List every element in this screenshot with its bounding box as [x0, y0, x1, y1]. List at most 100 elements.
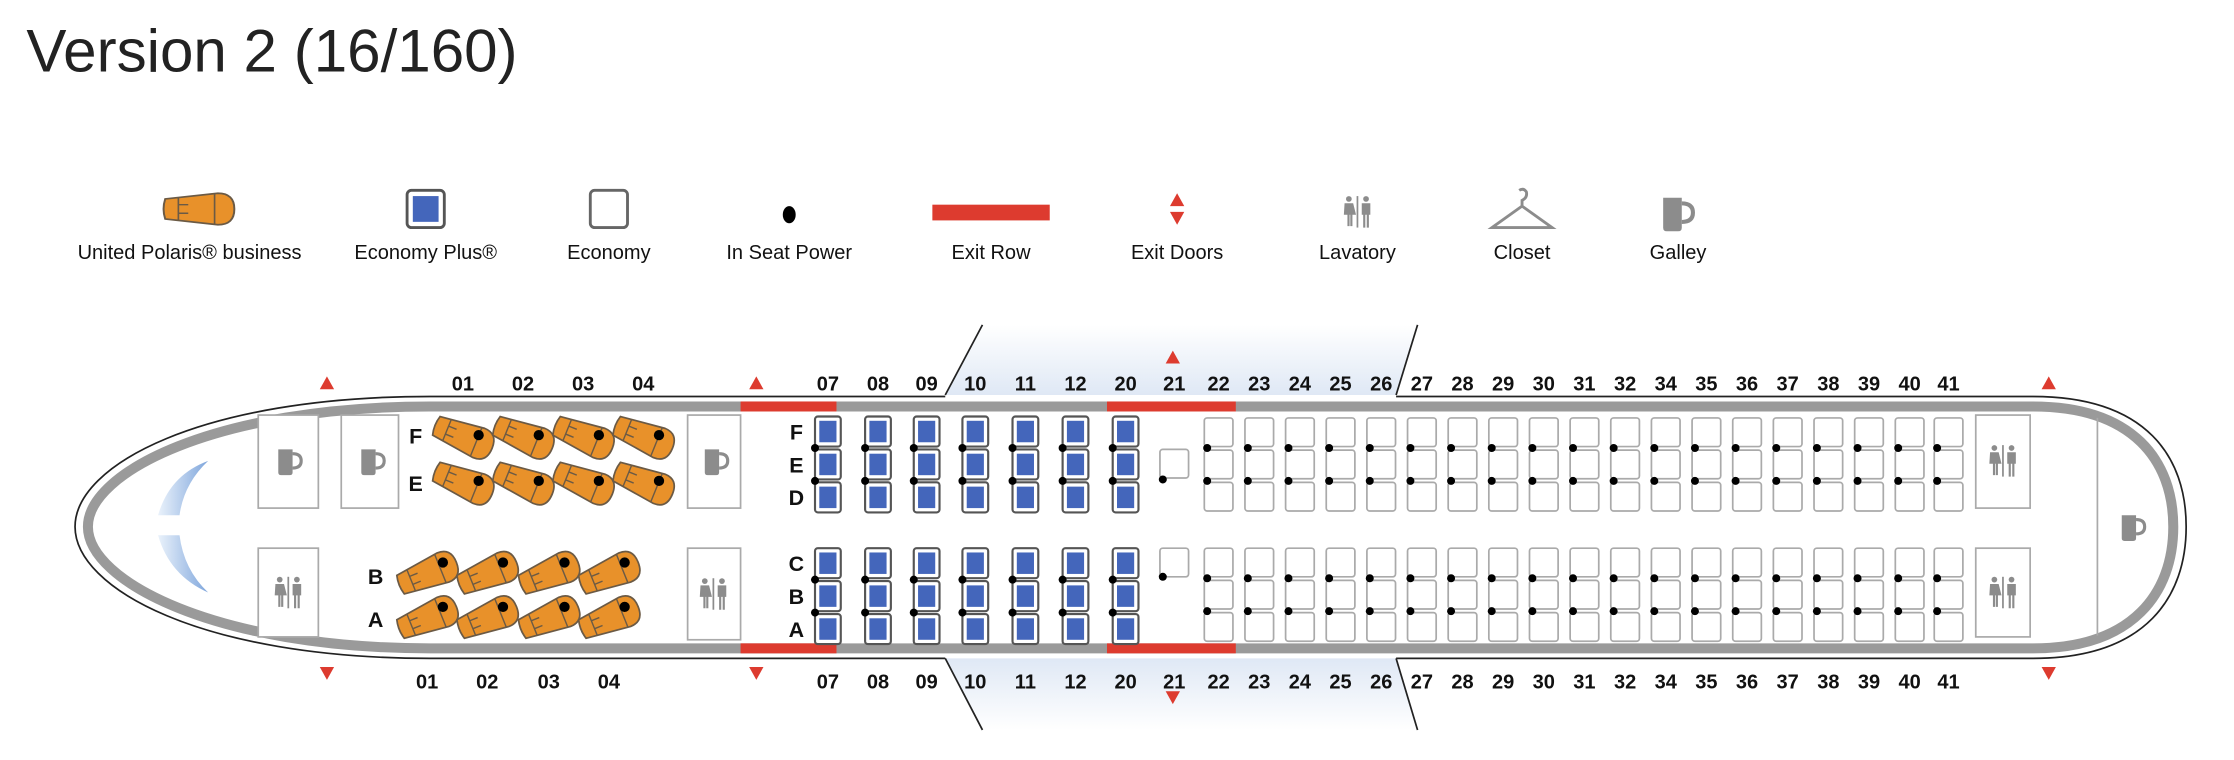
seat-25D[interactable]: [1325, 481, 1356, 512]
seat-35D[interactable]: [1691, 481, 1722, 512]
seat-38E[interactable]: [1813, 449, 1844, 480]
seat-37F[interactable]: [1772, 417, 1803, 448]
seat-26E[interactable]: [1366, 449, 1397, 480]
seat-34B[interactable]: [1650, 579, 1681, 610]
seat-20A[interactable]: [1111, 612, 1140, 646]
seat-31D[interactable]: [1569, 481, 1600, 512]
seat-34C[interactable]: [1650, 547, 1681, 578]
seat-25C[interactable]: [1325, 547, 1356, 578]
seat-36B[interactable]: [1731, 579, 1763, 610]
seat-38B[interactable]: [1813, 579, 1844, 610]
seat-40B[interactable]: [1894, 579, 1925, 610]
seat-25E[interactable]: [1325, 449, 1356, 480]
seat-11C[interactable]: [1011, 547, 1040, 580]
seat-02E[interactable]: [488, 455, 559, 510]
seat-39E[interactable]: [1853, 449, 1885, 480]
seat-36A[interactable]: [1731, 611, 1763, 643]
seat-20F[interactable]: [1111, 415, 1140, 448]
seat-27C[interactable]: [1406, 547, 1438, 578]
seat-25F[interactable]: [1325, 417, 1356, 448]
seat-11F[interactable]: [1011, 415, 1040, 448]
seat-03A[interactable]: [514, 591, 585, 646]
seat-41A[interactable]: [1933, 611, 1964, 643]
seat-41F[interactable]: [1933, 417, 1964, 448]
seat-07B[interactable]: [813, 580, 842, 613]
seat-01A[interactable]: [392, 591, 464, 646]
seat-22F[interactable]: [1203, 417, 1234, 448]
seat-38A[interactable]: [1813, 611, 1844, 643]
seat-30D[interactable]: [1528, 481, 1559, 512]
seat-07A[interactable]: [813, 612, 842, 646]
seat-23A[interactable]: [1244, 611, 1275, 643]
seat-09F[interactable]: [912, 415, 941, 448]
seat-26F[interactable]: [1366, 417, 1397, 448]
seat-24D[interactable]: [1284, 481, 1316, 512]
seat-12F[interactable]: [1061, 415, 1090, 448]
seat-27F[interactable]: [1406, 417, 1438, 448]
seat-39C[interactable]: [1853, 547, 1885, 578]
seat-08C[interactable]: [864, 547, 892, 580]
seat-09C[interactable]: [912, 547, 941, 580]
seat-02B[interactable]: [452, 546, 524, 601]
seat-04E[interactable]: [608, 455, 680, 510]
seat-08A[interactable]: [864, 612, 892, 646]
seat-22A[interactable]: [1203, 611, 1234, 643]
seat-26C[interactable]: [1366, 547, 1397, 578]
seat-35E[interactable]: [1691, 449, 1722, 480]
seat-09A[interactable]: [912, 612, 941, 646]
seat-31F[interactable]: [1569, 417, 1600, 448]
seat-32A[interactable]: [1609, 611, 1641, 643]
seat-30A[interactable]: [1528, 611, 1559, 643]
seat-09B[interactable]: [912, 580, 941, 613]
seat-27D[interactable]: [1406, 481, 1438, 512]
seat-30B[interactable]: [1528, 579, 1559, 610]
seat-10A[interactable]: [961, 612, 990, 646]
seat-37E[interactable]: [1772, 449, 1803, 480]
seat-31E[interactable]: [1569, 449, 1600, 480]
seat-29B[interactable]: [1487, 579, 1519, 610]
seat-03F[interactable]: [548, 409, 620, 464]
seat-25A[interactable]: [1325, 611, 1356, 643]
seat-02A[interactable]: [452, 591, 524, 646]
seat-36C[interactable]: [1731, 547, 1763, 578]
seat-39B[interactable]: [1853, 579, 1885, 610]
seat-12C[interactable]: [1061, 547, 1090, 580]
seat-21-bottom[interactable]: [1159, 547, 1190, 578]
seat-27E[interactable]: [1406, 449, 1438, 480]
seat-29E[interactable]: [1487, 449, 1519, 480]
seat-02F[interactable]: [488, 409, 559, 464]
seat-10B[interactable]: [961, 580, 990, 613]
seat-20E[interactable]: [1111, 448, 1140, 481]
seat-41E[interactable]: [1933, 449, 1964, 480]
seat-08D[interactable]: [864, 481, 892, 514]
seat-01F[interactable]: [428, 409, 499, 464]
seat-10F[interactable]: [961, 415, 990, 448]
seat-39D[interactable]: [1853, 481, 1885, 512]
seat-25B[interactable]: [1325, 579, 1356, 610]
seat-28E[interactable]: [1447, 449, 1478, 480]
seat-30C[interactable]: [1528, 547, 1559, 578]
seat-11A[interactable]: [1011, 612, 1040, 646]
seat-26D[interactable]: [1366, 481, 1397, 512]
seat-22D[interactable]: [1203, 481, 1234, 512]
seat-03B[interactable]: [514, 546, 585, 601]
seat-07D[interactable]: [813, 481, 842, 514]
seat-27B[interactable]: [1406, 579, 1438, 610]
seat-34D[interactable]: [1650, 481, 1681, 512]
seat-26B[interactable]: [1366, 579, 1397, 610]
seat-24E[interactable]: [1284, 449, 1316, 480]
seat-31A[interactable]: [1569, 611, 1600, 643]
seat-34A[interactable]: [1650, 611, 1681, 643]
seat-41B[interactable]: [1933, 579, 1964, 610]
seat-40D[interactable]: [1894, 481, 1925, 512]
seat-23F[interactable]: [1244, 417, 1275, 448]
seat-32D[interactable]: [1609, 481, 1641, 512]
seat-38D[interactable]: [1813, 481, 1844, 512]
seat-03E[interactable]: [548, 455, 620, 510]
seat-41C[interactable]: [1933, 547, 1964, 578]
seat-23E[interactable]: [1244, 449, 1275, 480]
seat-12B[interactable]: [1061, 580, 1090, 613]
seat-11B[interactable]: [1011, 580, 1040, 613]
seat-11E[interactable]: [1011, 448, 1040, 481]
seat-10D[interactable]: [961, 481, 990, 514]
